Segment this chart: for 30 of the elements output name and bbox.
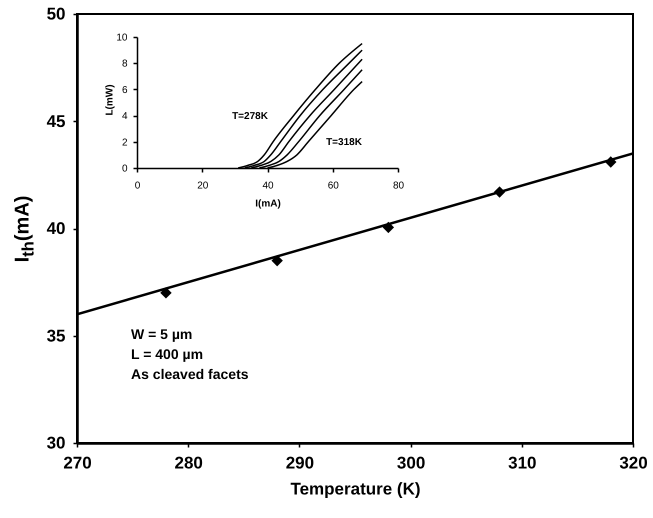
annotation: L = 400 µm	[131, 346, 204, 362]
y-axis-title: L(mW)	[104, 84, 116, 116]
annotation: T=318K	[326, 137, 363, 148]
y-tick-label: 6	[122, 84, 128, 96]
x-tick-label: 20	[197, 180, 209, 192]
x-tick-label: 280	[174, 454, 203, 472]
y-tick-label: 40	[46, 219, 66, 238]
x-axis-title: Temperature (K)	[290, 480, 421, 498]
y-tick-label: 35	[46, 326, 66, 346]
x-tick-label: 40	[262, 180, 274, 192]
annotation: W = 5 µm	[131, 326, 192, 342]
y-tick-label: 30	[46, 434, 66, 452]
x-tick-label: 270	[63, 454, 92, 472]
y-tick-label: 4	[122, 111, 128, 122]
y-tick-label: 2	[122, 137, 128, 148]
annotation: As cleaved facets	[131, 366, 249, 382]
annotation: T=278K	[232, 111, 269, 122]
x-tick-label: 310	[508, 454, 536, 472]
x-tick-label: 80	[392, 180, 404, 192]
y-tick-label: 50	[46, 4, 66, 24]
x-tick-label: 0	[134, 180, 141, 192]
x-tick-label: 60	[328, 180, 340, 192]
y-tick-label: 8	[122, 58, 128, 70]
x-axis-title: I(mA)	[255, 198, 281, 210]
x-tick-label: 320	[619, 454, 648, 472]
x-tick-label: 300	[396, 454, 426, 472]
x-tick-label: 290	[286, 454, 314, 472]
y-tick-label: 10	[116, 32, 128, 44]
y-tick-label: 45	[46, 112, 66, 131]
y-tick-label: 0	[122, 164, 128, 174]
